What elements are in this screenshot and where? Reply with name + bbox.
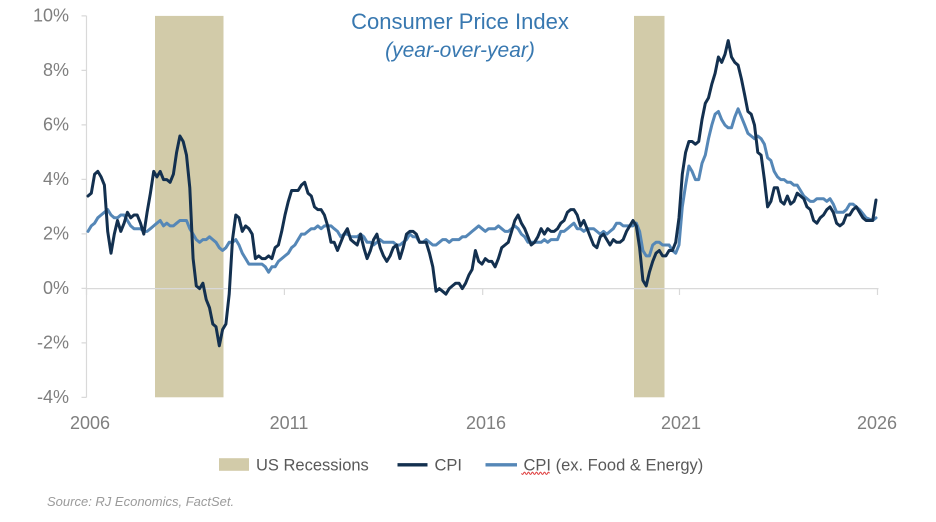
svg-text:8%: 8% — [43, 60, 69, 80]
svg-text:US Recessions: US Recessions — [256, 457, 369, 475]
svg-text:Source: RJ Economics, FactSet.: Source: RJ Economics, FactSet. — [47, 494, 234, 509]
svg-text:6%: 6% — [43, 115, 69, 135]
svg-text:0%: 0% — [43, 278, 69, 298]
svg-text:(year-over-year): (year-over-year) — [385, 39, 535, 62]
svg-text:2021: 2021 — [661, 413, 701, 433]
svg-text:CPI (ex. Food & Energy): CPI (ex. Food & Energy) — [524, 457, 704, 475]
svg-text:4%: 4% — [43, 169, 69, 189]
svg-text:2%: 2% — [43, 224, 69, 244]
svg-text:10%: 10% — [33, 6, 69, 26]
svg-text:CPI: CPI — [435, 457, 463, 475]
svg-text:-2%: -2% — [37, 333, 69, 353]
svg-text:2016: 2016 — [466, 413, 506, 433]
svg-text:2026: 2026 — [857, 413, 897, 433]
svg-text:2006: 2006 — [70, 413, 110, 433]
svg-text:-4%: -4% — [37, 387, 69, 407]
svg-text:2011: 2011 — [270, 413, 309, 433]
svg-text:Consumer Price Index: Consumer Price Index — [351, 9, 569, 34]
